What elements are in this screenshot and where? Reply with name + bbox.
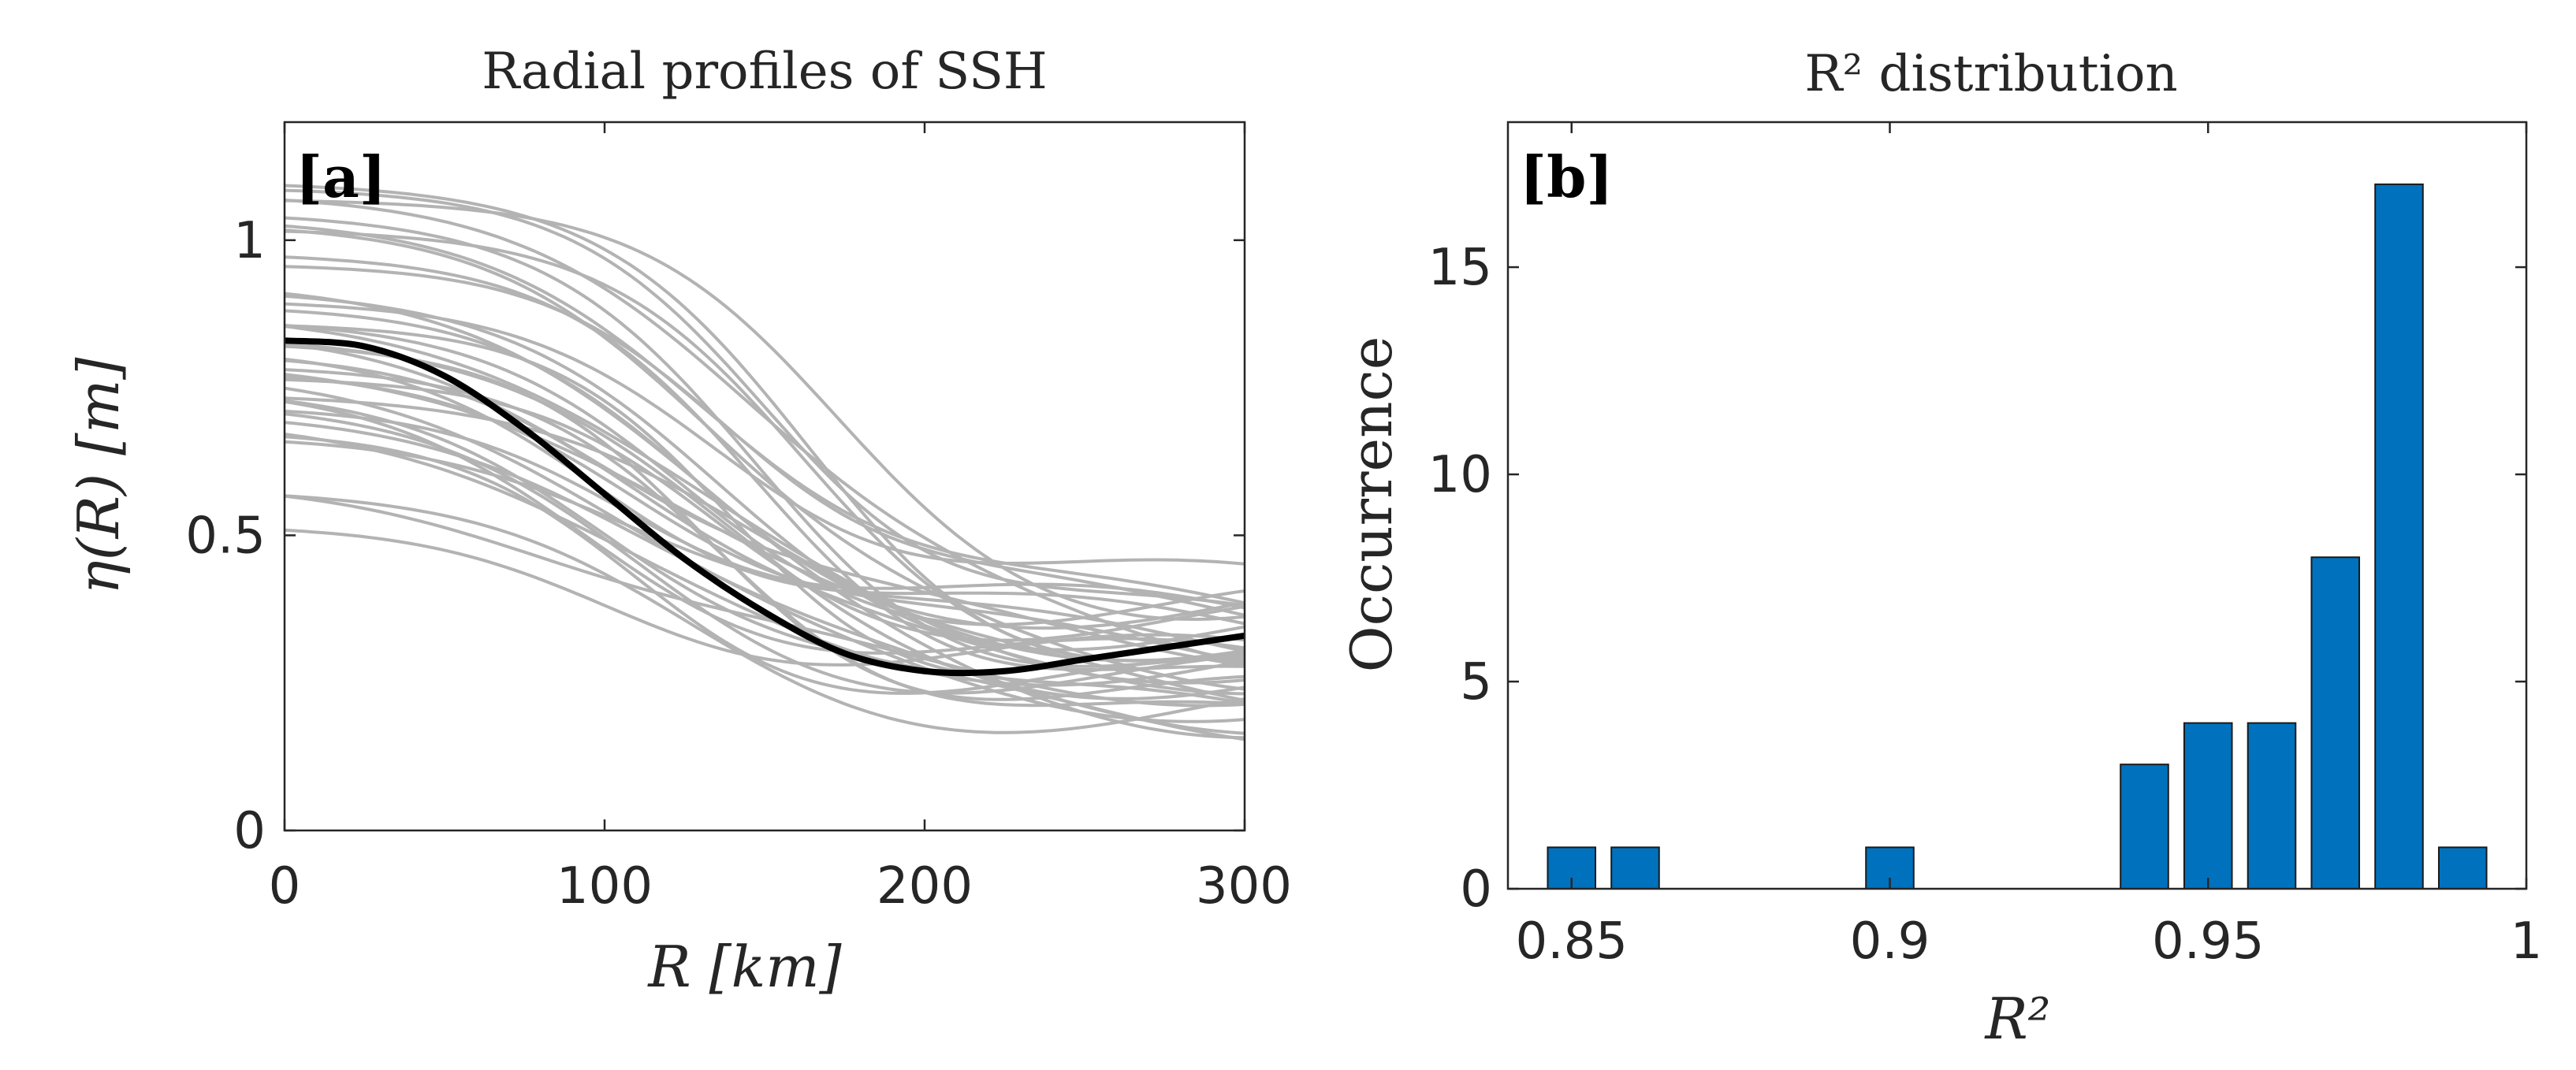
y-tick-label: 0 <box>1460 860 1492 919</box>
panel-a-label: [a] <box>296 143 386 210</box>
x-tick-label: 300 <box>1196 857 1292 916</box>
x-tick-label: 0.9 <box>1850 912 1930 971</box>
y-tick-label: 0.5 <box>185 507 266 565</box>
panel-a-ssh-profiles: 0 100 200 300 0 0.5 1 [a] Radial profiles of S… <box>65 43 1292 1000</box>
histogram-bar <box>2183 722 2233 890</box>
histogram-bar <box>2120 763 2169 890</box>
histogram-bars <box>1547 183 2488 890</box>
profile-line <box>284 375 1245 664</box>
x-tick-label: 0.95 <box>2152 912 2265 971</box>
y-tick-label: 15 <box>1428 239 1492 297</box>
profile-line <box>284 188 1245 607</box>
panel-b-ylabel: Occurrence <box>1338 336 1405 673</box>
panel-a-xlabel: R [km] <box>646 934 842 1000</box>
panel-a-ticks: 0 100 200 300 0 0.5 1 <box>185 122 1292 916</box>
profile-line <box>284 494 1245 708</box>
histogram-bar <box>2247 722 2297 890</box>
profile-line <box>284 421 1245 735</box>
x-tick-label: 1 <box>2511 912 2543 971</box>
y-tick-label: 5 <box>1460 653 1492 711</box>
profile-line <box>284 228 1245 691</box>
panel-b-axes-box <box>1506 121 2528 890</box>
y-tick-label: 10 <box>1428 446 1492 504</box>
profile-line <box>284 255 1245 671</box>
panel-a-ylabel: η(R) [m] <box>65 357 132 595</box>
x-tick-label: 0 <box>269 857 301 916</box>
panel-a-title: Radial profiles of SSH <box>482 43 1047 101</box>
profile-line <box>284 302 1245 566</box>
histogram-bar <box>2310 556 2361 890</box>
panel-a-axes-box <box>283 121 1246 832</box>
mean-profile-line <box>284 337 1245 677</box>
profile-line <box>284 216 1245 668</box>
profile-line <box>284 494 1245 734</box>
x-tick-label: 200 <box>877 857 973 916</box>
y-tick-label: 1 <box>233 212 266 270</box>
x-tick-label: 0.85 <box>1516 912 1629 971</box>
profile-line <box>284 265 1245 617</box>
profile-line <box>284 199 1245 622</box>
profile-line <box>284 412 1245 695</box>
profile-line <box>284 386 1245 723</box>
profile-line <box>284 377 1245 642</box>
profile-lines <box>284 184 1245 741</box>
profile-line <box>284 409 1245 610</box>
panel-b-xlabel: R² <box>1983 986 2050 1052</box>
y-tick-label: 0 <box>233 802 266 860</box>
profile-line <box>284 433 1245 687</box>
profile-line <box>284 440 1245 653</box>
histogram-bar <box>1610 846 1660 890</box>
panel-b-title: R² distribution <box>1804 45 2177 103</box>
panel-b-label: [b] <box>1520 143 1613 210</box>
histogram-bar <box>2374 183 2424 890</box>
profile-line <box>284 342 1245 667</box>
histogram-bar <box>2437 846 2488 890</box>
histogram-bar <box>1865 846 1915 890</box>
profile-line <box>284 528 1245 667</box>
x-tick-label: 100 <box>557 857 653 916</box>
